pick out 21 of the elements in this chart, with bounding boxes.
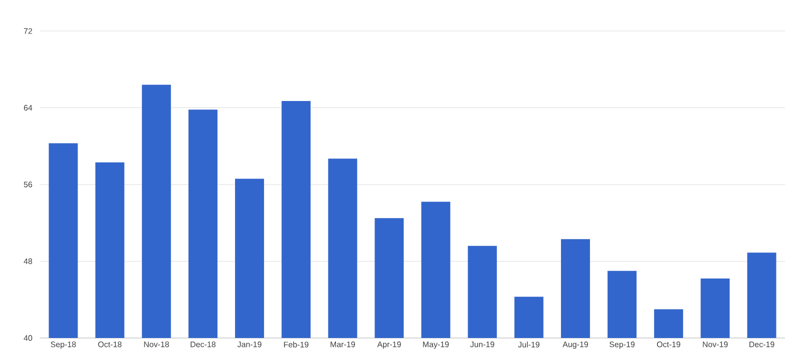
x-tick-label: Oct-18 — [98, 342, 122, 348]
x-tick-label: Jun-19 — [470, 342, 494, 348]
x-tick-label: Jan-19 — [237, 342, 262, 348]
x-tick-label: Sep-19 — [610, 342, 635, 349]
x-tick-label: Jul-19 — [518, 342, 540, 348]
y-tick-label: 40 — [24, 335, 32, 341]
x-tick-label: Feb-19 — [284, 342, 308, 348]
x-tick-label: Sep-18 — [50, 342, 76, 349]
x-tick-label: Dec-18 — [190, 342, 216, 348]
x-tick-label: Nov-18 — [144, 342, 169, 348]
x-tick-label: Nov-19 — [702, 342, 728, 348]
x-tick-label: May-19 — [423, 342, 449, 349]
y-tick-label: 48 — [24, 258, 32, 264]
y-tick-label: 56 — [24, 182, 32, 188]
x-tick-label: Oct-19 — [656, 342, 680, 348]
x-tick-label: Mar-19 — [330, 342, 355, 348]
y-tick-label: 64 — [24, 104, 32, 111]
x-tick-label: Dec-19 — [749, 342, 774, 348]
x-tick-label: Apr-19 — [377, 342, 401, 349]
y-tick-label: 72 — [24, 28, 32, 34]
x-tick-label: Aug-19 — [562, 342, 588, 349]
